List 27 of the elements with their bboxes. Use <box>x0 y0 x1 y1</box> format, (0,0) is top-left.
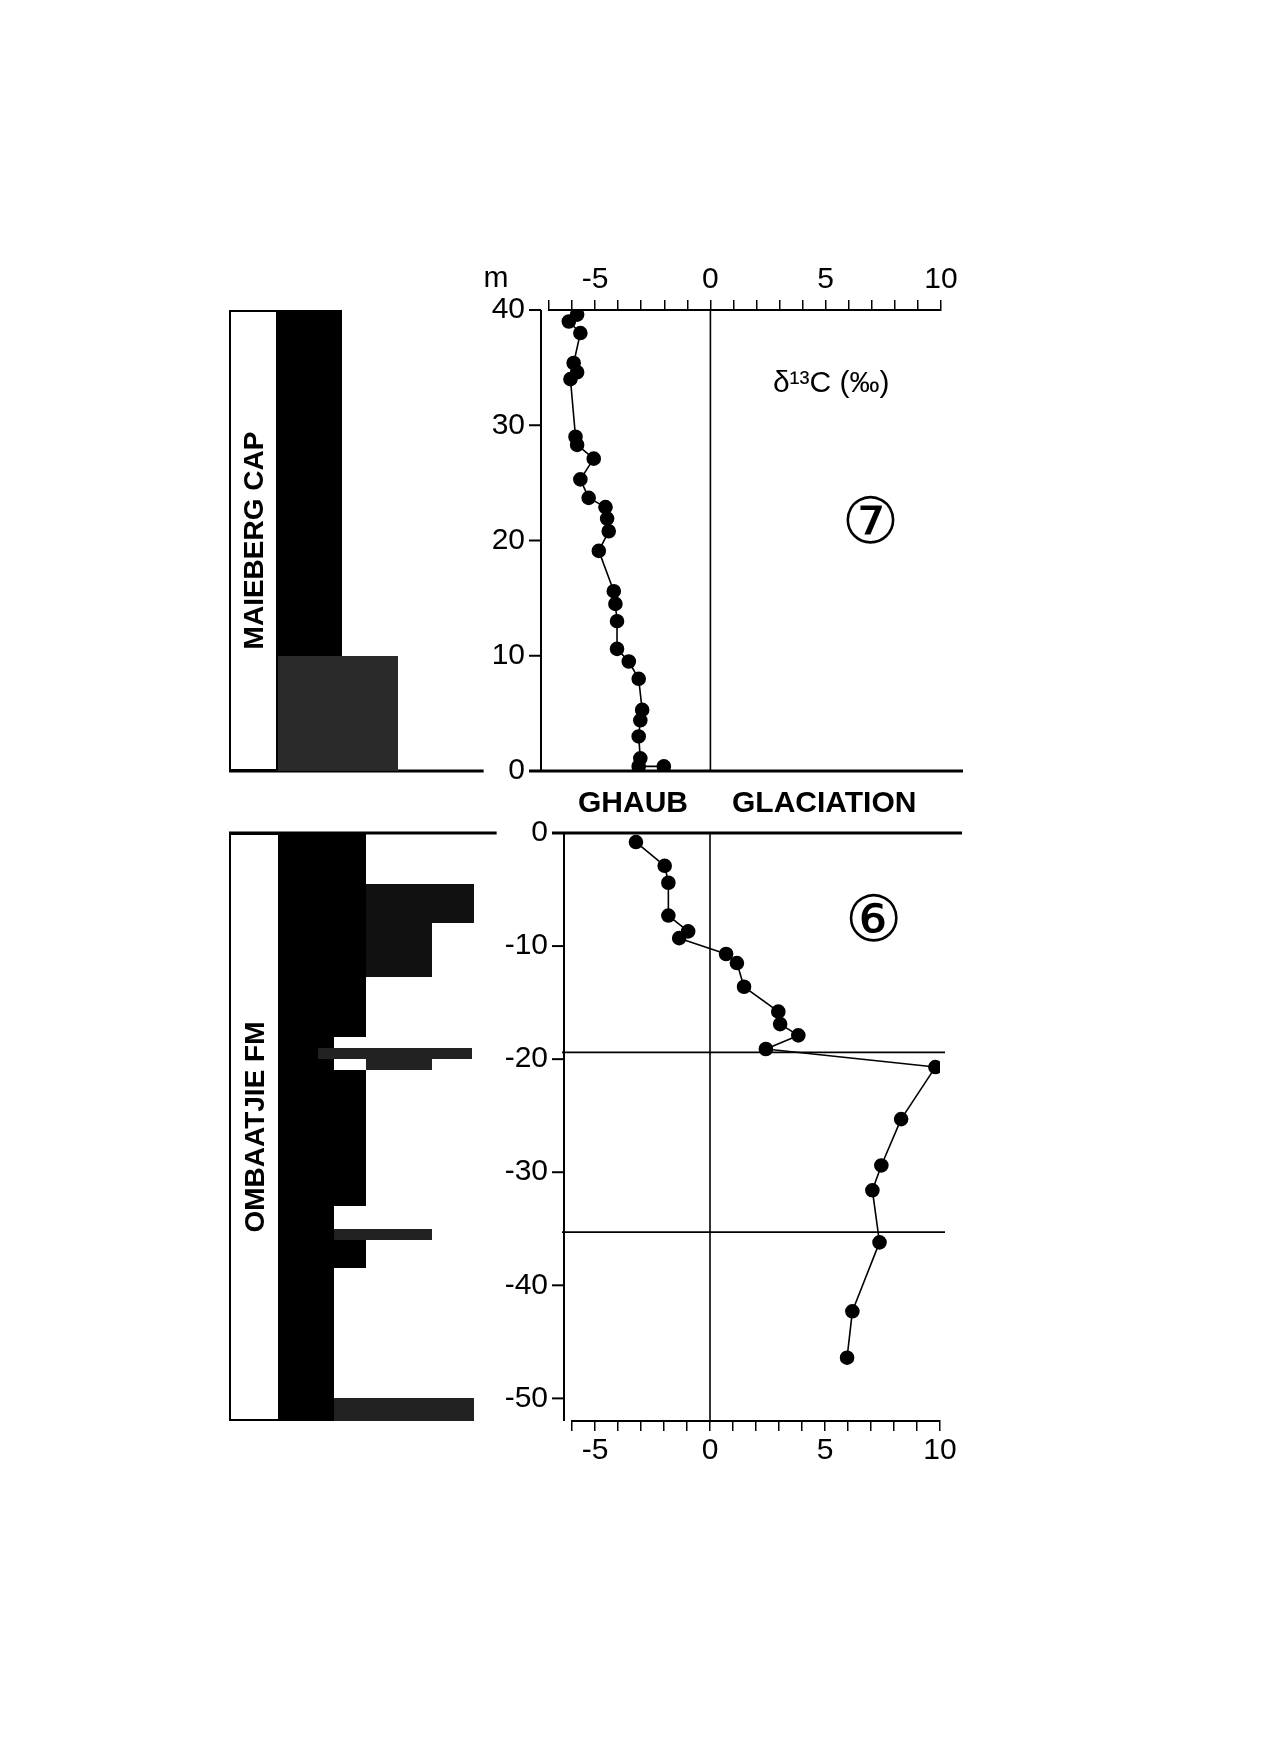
y-tick-label: 10 <box>491 637 525 671</box>
y-tick-label: 0 <box>531 814 548 848</box>
x-tick-label: 0 <box>702 261 719 295</box>
y-tick-label: -30 <box>504 1153 548 1187</box>
y-tick-label: -10 <box>504 927 548 961</box>
y-tick-label: 30 <box>491 406 525 440</box>
x-tick-label: 5 <box>817 261 835 295</box>
text: GLACIATION <box>732 785 917 819</box>
x-tick-label: 10 <box>923 1432 957 1466</box>
y-tick-label: 0 <box>508 752 525 786</box>
text: GHAUB <box>578 785 688 819</box>
x-tick-label: -5 <box>581 1432 609 1466</box>
y-tick-label: -50 <box>504 1379 548 1413</box>
y-tick-label: -40 <box>504 1266 548 1300</box>
y-tick-label: 40 <box>491 291 525 325</box>
text: MAIEBERG CAP <box>238 431 270 650</box>
y-axis-title: m <box>483 260 509 294</box>
x-tick-label: 5 <box>816 1432 834 1466</box>
x-tick-label: -5 <box>581 261 609 295</box>
annotation: ⑦ <box>841 484 900 559</box>
y-tick-label: -20 <box>504 1040 548 1074</box>
annotation: ⑥ <box>845 881 903 956</box>
y-tick-label: 20 <box>491 521 525 555</box>
x-axis-title: δ¹³C (‰) <box>772 365 890 399</box>
x-tick-label: 0 <box>701 1432 719 1466</box>
text: OMBAATJIE FM <box>239 1021 271 1233</box>
x-tick-label: 10 <box>924 261 958 295</box>
